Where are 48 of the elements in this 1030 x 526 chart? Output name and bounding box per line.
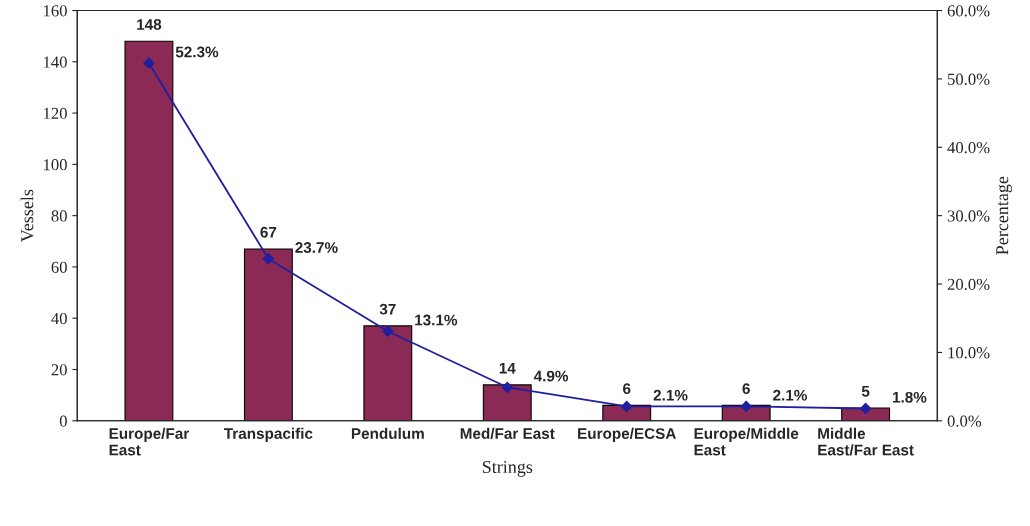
data-label: 52.3% (175, 46, 219, 58)
y2-tick-label: 50.0% (947, 73, 990, 85)
data-label: 6 (623, 383, 631, 395)
data-label: 2.1% (773, 389, 807, 401)
point (143, 57, 155, 69)
y-tick-label: 40 (51, 312, 67, 325)
data-label: 6 (742, 383, 750, 395)
bar (124, 40, 174, 421)
y2-tick-label: 0.0% (947, 415, 982, 427)
bar (482, 384, 532, 421)
x-tick-label: Europe/Far East (109, 427, 190, 456)
y-tick-label: 160 (43, 5, 67, 17)
data-label: 1.8% (892, 391, 927, 403)
y-tick-label: 100 (43, 159, 67, 171)
data-label: 14 (499, 362, 516, 374)
point (382, 325, 394, 337)
y-tick-label: 0 (59, 415, 67, 427)
bar (363, 325, 413, 421)
y2-tick-label: 60.0% (947, 5, 990, 17)
data-label: 67 (260, 226, 277, 238)
x-tick-label: Pendulum (351, 427, 424, 439)
y2-tick-label: 20.0% (947, 278, 990, 291)
y2-tick-label: 40.0% (947, 141, 990, 154)
x-axis-title: Strings (482, 460, 533, 477)
x-tick-label: Europe/Middle East (694, 427, 799, 456)
y2-axis-title: Percentage (996, 176, 1012, 255)
data-label: 37 (379, 303, 396, 315)
data-label: 4.9% (533, 370, 569, 382)
y-axis-title: Vessels (20, 189, 34, 243)
x-tick-label: Middle East/Far East (818, 427, 914, 456)
y2-tick-label: 30.0% (947, 210, 990, 222)
point (262, 253, 274, 265)
data-label: 5 (861, 385, 870, 397)
point (501, 381, 513, 393)
y-tick-label: 80 (51, 210, 67, 222)
data-label: 2.1% (653, 389, 688, 401)
y-tick-label: 140 (43, 56, 67, 68)
y-tick-label: 60 (51, 261, 67, 273)
bar (243, 248, 293, 421)
y-tick-label: 20 (51, 364, 67, 376)
data-label: 148 (137, 19, 162, 30)
x-tick-label: Med/Far East (460, 427, 555, 440)
data-label: 23.7% (295, 242, 338, 253)
y-tick-label: 120 (43, 107, 67, 120)
y2-tick-label: 10.0% (948, 347, 990, 359)
x-tick-label: Transpacific (223, 427, 313, 442)
x-tick-label: Europe/ECSA (578, 427, 676, 442)
data-label: 13.1% (415, 314, 458, 326)
